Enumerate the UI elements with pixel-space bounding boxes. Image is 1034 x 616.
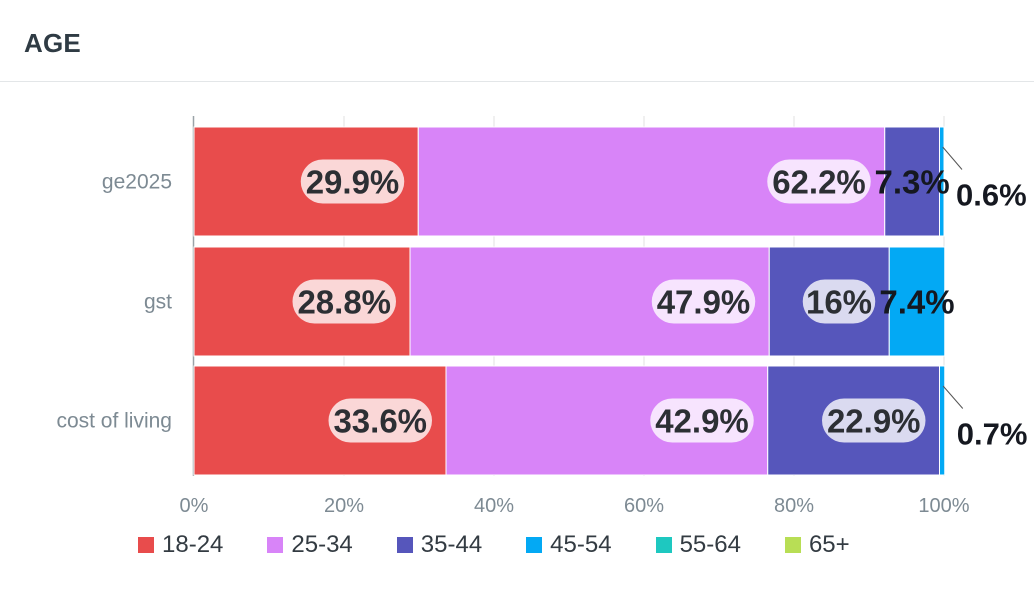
bar-segment xyxy=(884,126,940,237)
y-category-label: cost of living xyxy=(56,410,172,433)
x-tick-label: 60% xyxy=(624,495,664,517)
bar-segment xyxy=(888,246,946,357)
data-label: 7.3% xyxy=(875,164,950,201)
data-label-pill xyxy=(822,398,926,443)
legend-label: 65+ xyxy=(808,531,850,558)
legend-swatch xyxy=(267,537,284,553)
bar-segment xyxy=(939,365,946,476)
legend-label: 18-24 xyxy=(162,531,224,558)
legend-item-55-64[interactable]: 55-64 xyxy=(655,531,741,559)
x-tick-label: 0% xyxy=(180,495,209,517)
panel-title: AGE xyxy=(24,28,81,58)
chart-legend: 18-24 25-34 35-44 45-54 55-64 65+ xyxy=(138,530,850,560)
data-label: 0.7% xyxy=(957,417,1028,452)
legend-swatch xyxy=(784,537,801,553)
legend-label: 55-64 xyxy=(679,531,741,558)
data-label-leader xyxy=(942,385,964,409)
data-label: 28.8% xyxy=(297,284,391,321)
data-label-pill xyxy=(328,398,432,443)
y-category-label: gst xyxy=(144,291,172,314)
x-tick-label: 80% xyxy=(774,495,814,517)
legend-swatch xyxy=(138,537,154,553)
legend-label: 45-54 xyxy=(550,531,612,558)
legend-swatch xyxy=(396,537,413,553)
bar-segment xyxy=(939,126,945,237)
data-label-leader xyxy=(942,146,963,170)
data-label: 42.9% xyxy=(655,403,749,440)
data-label-pill xyxy=(650,398,754,443)
data-label: 22.9% xyxy=(827,403,921,440)
legend-item-45-54[interactable]: 45-54 xyxy=(526,531,612,559)
data-label: 29.9% xyxy=(306,164,400,201)
data-label-pill xyxy=(651,279,756,324)
data-label: 47.9% xyxy=(657,284,751,321)
x-tick-label: 20% xyxy=(324,495,364,517)
panel-header: AGE xyxy=(0,0,1034,82)
data-label: 33.6% xyxy=(333,403,427,440)
data-label: 16% xyxy=(806,284,872,321)
x-tick-label: 100% xyxy=(918,495,969,517)
data-label: 7.4% xyxy=(879,284,954,321)
legend-swatch xyxy=(655,537,672,553)
data-label: 62.2% xyxy=(772,164,866,201)
legend-swatch xyxy=(526,537,543,553)
data-label-pill xyxy=(802,279,876,324)
legend-label: 35-44 xyxy=(420,531,483,558)
x-tick-label: 40% xyxy=(474,495,514,517)
legend-label: 25-34 xyxy=(291,531,353,558)
data-label-pill xyxy=(767,159,871,204)
legend-item-18-24[interactable]: 18-24 xyxy=(138,531,223,559)
legend-item-35-44[interactable]: 35-44 xyxy=(396,531,483,559)
data-label-pill xyxy=(292,279,396,324)
y-category-label: ge2025 xyxy=(102,171,172,194)
data-label-pill xyxy=(300,159,405,204)
data-label: 0.6% xyxy=(956,178,1027,213)
legend-item-65-plus[interactable]: 65+ xyxy=(784,531,850,559)
legend-item-25-34[interactable]: 25-34 xyxy=(267,531,353,559)
